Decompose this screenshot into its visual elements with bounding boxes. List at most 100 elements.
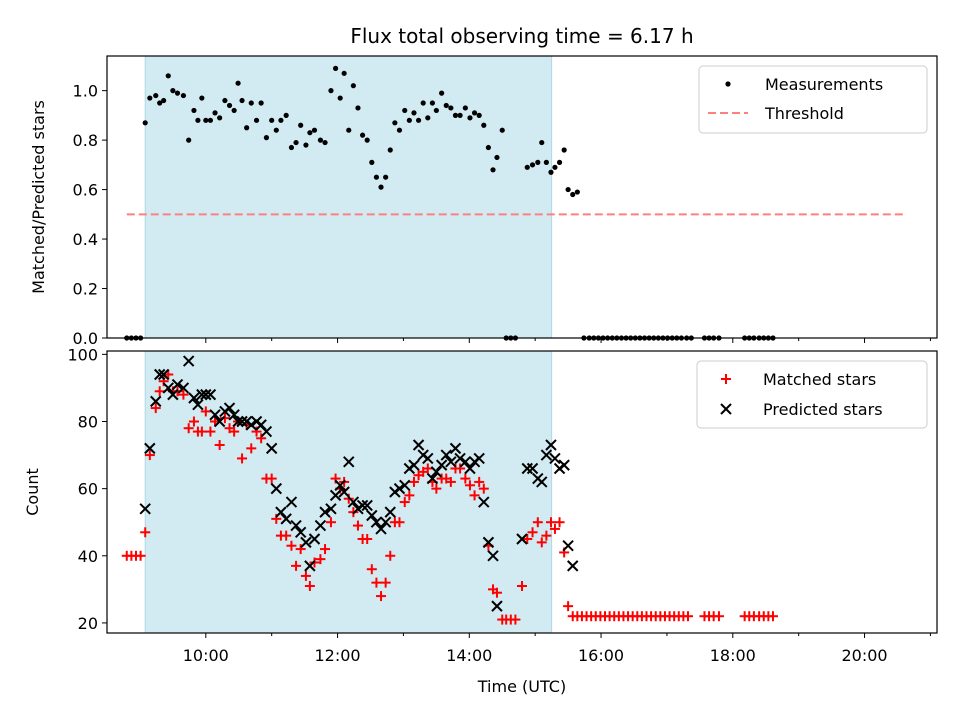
matched-star-point	[554, 517, 565, 528]
matched-star-point	[291, 560, 302, 571]
predicted-star-point	[412, 439, 425, 451]
measurement-point	[359, 132, 366, 138]
predicted-star-point	[408, 459, 420, 471]
legend-cross-glyph	[720, 403, 732, 415]
matched-star-point	[431, 483, 442, 494]
predicted-star-point	[491, 600, 503, 612]
predicted-star-point	[177, 382, 190, 394]
measurement-point	[142, 120, 148, 126]
predicted-star-point	[478, 496, 490, 508]
predicted-star-point	[275, 506, 287, 518]
measurement-point	[180, 92, 187, 99]
predicted-star-point	[290, 519, 302, 532]
predicted-star-point	[338, 486, 350, 498]
measurement-point	[467, 115, 473, 121]
bottom-y-tick-label: 60	[78, 480, 98, 499]
matched-star-point	[352, 520, 363, 531]
matched-star-point	[320, 544, 331, 555]
measurement-point	[392, 120, 398, 126]
measurement-point	[186, 137, 192, 143]
matched-star-point	[683, 611, 693, 622]
measurement-point	[311, 127, 318, 133]
measurement-point	[195, 117, 201, 123]
measurement-point	[439, 90, 445, 96]
matched-star-point	[510, 614, 521, 625]
top-observing-window-shade	[144, 55, 553, 339]
measurement-point	[273, 127, 279, 133]
predicted-star-point	[223, 402, 236, 414]
matched-star-point	[408, 476, 419, 487]
matched-star-point	[404, 490, 415, 501]
predicted-star-point	[236, 415, 248, 428]
top-panel: 0.0 0.2 0.4 0.6 0.8 1.0 Matched/Predicted sta…	[29, 55, 938, 348]
predicted-star-point	[422, 452, 434, 465]
measurement-point	[490, 167, 496, 173]
legend-measurements-marker	[725, 81, 731, 87]
predicted-star-point	[325, 503, 337, 515]
matched-star-point	[366, 564, 377, 575]
matched-star-point	[300, 570, 311, 581]
measurement-point	[303, 142, 309, 148]
measurement-point	[548, 169, 554, 175]
measurement-point	[481, 122, 487, 128]
predicted-star-point	[200, 388, 212, 401]
matched-star-point	[478, 483, 489, 494]
predicted-star-point	[209, 409, 221, 421]
predicted-star-point	[308, 533, 321, 545]
matched-star-point	[536, 537, 547, 548]
x-tick-label: 16:00	[578, 646, 624, 665]
matched-star-point	[491, 587, 502, 598]
matched-star-point	[135, 550, 146, 561]
predicted-star-point	[343, 456, 355, 468]
measurement-point	[269, 117, 275, 123]
measurement-point	[485, 144, 492, 151]
predicted-star-point	[294, 526, 307, 538]
predicted-star-point	[567, 560, 579, 572]
bottom-y-tick-label: 80	[78, 413, 98, 432]
measurement-point	[529, 162, 536, 168]
predicted-star-point	[196, 388, 208, 401]
predicted-star-point	[526, 462, 539, 475]
top-legend: Measurements Threshold	[698, 65, 928, 134]
measurement-point	[174, 90, 181, 96]
predicted-star-point	[182, 355, 195, 367]
predicted-star-point	[370, 516, 383, 528]
bottom-plot-frame	[106, 350, 938, 634]
predicted-star-point	[356, 499, 369, 512]
predicted-star-point	[334, 479, 346, 491]
predicted-star-point	[319, 506, 331, 518]
measurement-point	[350, 83, 356, 89]
predicted-star-point	[445, 456, 457, 468]
measurement-point	[355, 105, 361, 111]
matched-star-point	[178, 389, 189, 400]
measurement-point	[402, 107, 408, 114]
measurement-point	[239, 97, 245, 104]
matched-star-point	[200, 406, 211, 417]
measurement-point	[411, 110, 417, 116]
measurement-point	[373, 174, 380, 180]
matched-star-point	[549, 523, 560, 534]
matched-star-point	[266, 473, 277, 484]
measurement-point	[328, 88, 334, 94]
measurement-point	[443, 102, 449, 109]
measurement-point	[244, 125, 250, 131]
measurement-point	[288, 144, 295, 151]
matched-star-point	[295, 544, 306, 555]
measurement-point	[165, 73, 171, 79]
bottom-y-axis-label: Count	[23, 468, 42, 516]
measurement-point	[199, 95, 205, 101]
chart-title: Flux total observing time = 6.17 h	[350, 24, 693, 48]
predicted-star-point	[162, 382, 174, 394]
predicted-star-point	[399, 479, 411, 491]
measurement-point	[222, 97, 228, 104]
measurement-point	[406, 117, 412, 123]
matched-star-point	[237, 453, 248, 464]
measurement-point	[235, 80, 241, 86]
predicted-star-point	[213, 415, 226, 428]
predicted-star-point	[361, 499, 373, 512]
measurement-point	[317, 137, 324, 143]
predicted-star-point	[464, 462, 476, 475]
matched-star-point	[455, 463, 466, 474]
matched-star-point	[362, 534, 373, 544]
